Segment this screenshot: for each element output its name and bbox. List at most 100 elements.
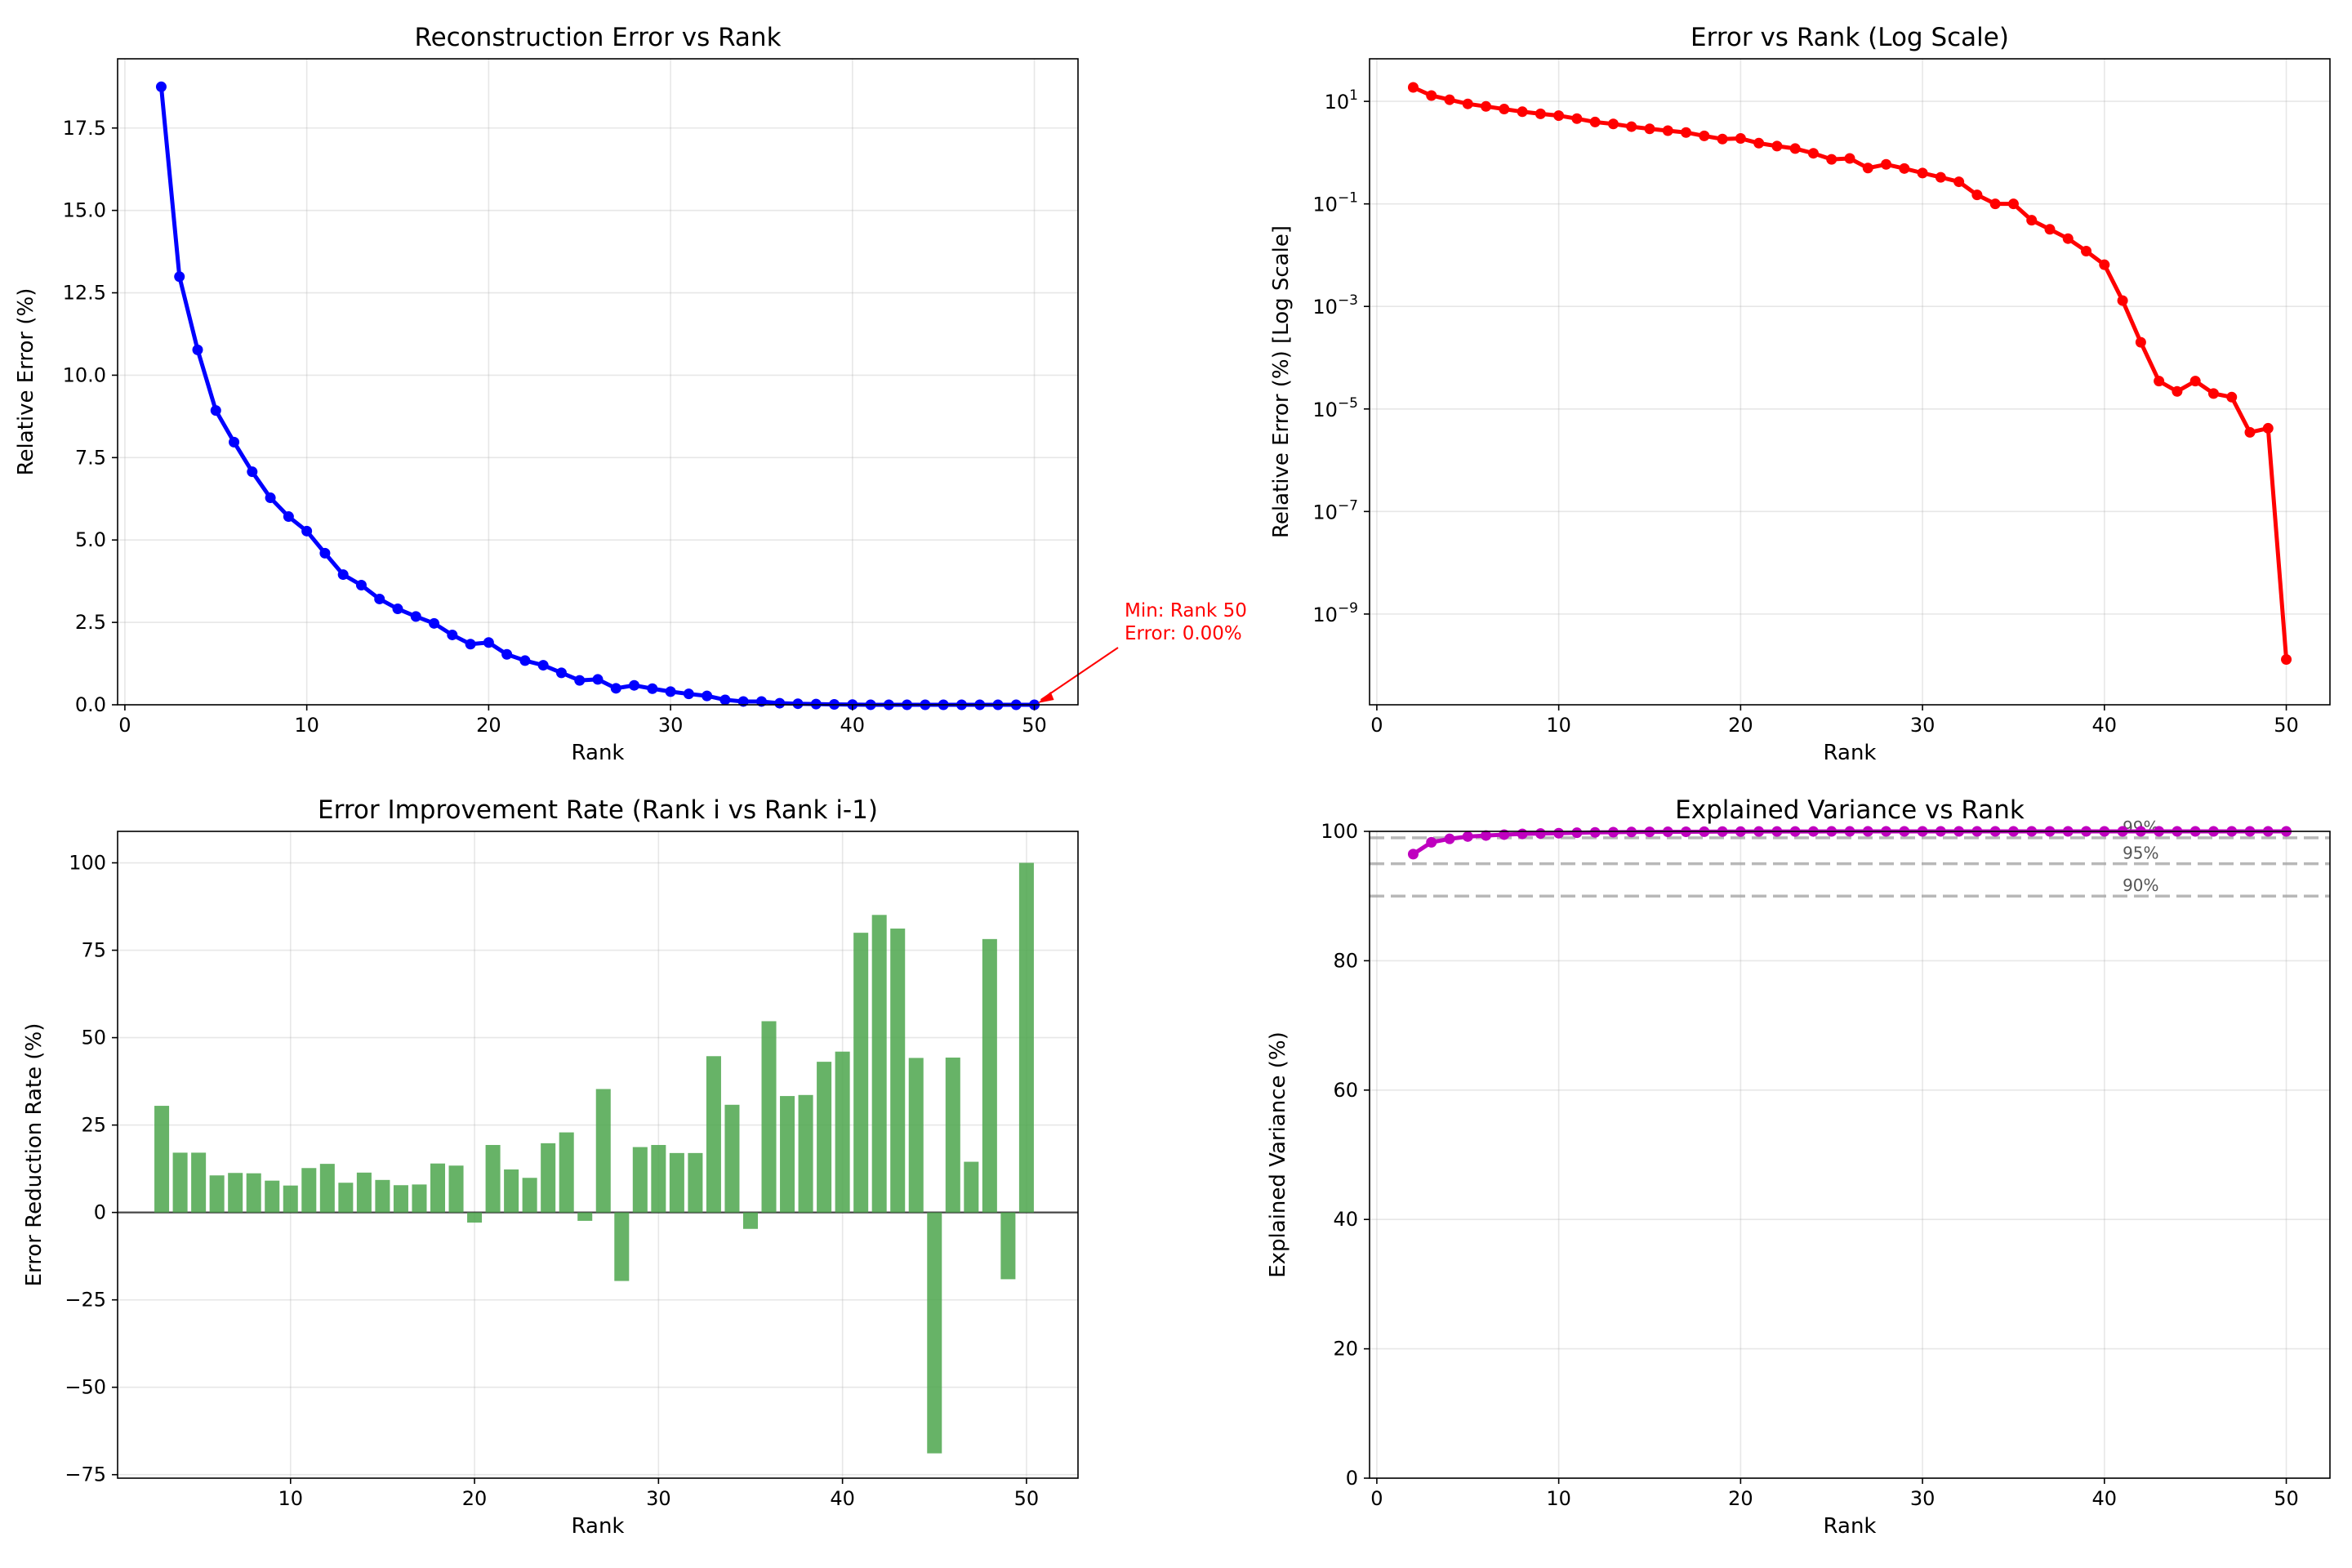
x-tick-label: 30 — [1910, 1487, 1936, 1510]
y-axis-label: Relative Error (%) — [14, 288, 38, 476]
data-point-rank-11 — [1571, 827, 1583, 839]
data-point-rank-37 — [2044, 224, 2056, 235]
x-tick-label: 40 — [840, 714, 866, 737]
data-point-rank-14 — [1626, 121, 1637, 132]
data-point-rank-47 — [2226, 391, 2238, 403]
y-tick-label: 80 — [1333, 949, 1358, 972]
y-tick-label: 2.5 — [75, 611, 106, 634]
data-point-rank-5 — [1462, 831, 1473, 842]
bar-rank-18 — [430, 1163, 446, 1213]
data-point-rank-22 — [1771, 140, 1783, 152]
data-point-rank-15 — [392, 604, 403, 615]
data-point-rank-16 — [410, 611, 421, 622]
bar-rank-34 — [724, 1104, 740, 1213]
y-axis-label: Error Reduction Rate (%) — [22, 1023, 47, 1287]
data-point-rank-7 — [247, 466, 258, 478]
data-point-rank-29 — [647, 683, 658, 694]
data-point-rank-32 — [1953, 176, 1965, 188]
y-tick-exponent: −1 — [1338, 190, 1358, 207]
x-tick-label: 20 — [462, 1487, 488, 1510]
data-point-rank-42 — [2135, 336, 2146, 348]
bar-rank-6 — [209, 1175, 225, 1213]
bar-rank-39 — [817, 1062, 832, 1213]
bar-rank-9 — [265, 1180, 280, 1213]
data-point-rank-36 — [2026, 215, 2038, 226]
chart-title: Error Improvement Rate (Rank i vs Rank i… — [318, 795, 878, 825]
data-point-rank-4 — [1444, 833, 1455, 844]
bar-rank-22 — [504, 1169, 519, 1213]
data-point-rank-36 — [774, 697, 786, 709]
data-point-rank-12 — [1589, 826, 1601, 838]
x-tick-label: 20 — [1728, 1487, 1753, 1510]
y-tick-exponent: −9 — [1338, 600, 1358, 617]
data-point-rank-25 — [1826, 154, 1838, 165]
chart-panel-2: 0 10 20 30 40 5010110−110−310−510−710−9Error … — [1269, 23, 2331, 765]
y-tick-base: 10 — [1325, 91, 1350, 114]
y-tick-label: 100 — [69, 852, 106, 875]
bar-rank-13 — [338, 1183, 354, 1213]
data-point-rank-10 — [1553, 827, 1565, 839]
bar-rank-23 — [522, 1178, 537, 1213]
data-point-rank-18 — [447, 629, 458, 640]
data-point-rank-27 — [1862, 163, 1873, 174]
bar-rank-25 — [559, 1132, 574, 1213]
x-tick-label: 10 — [278, 1487, 303, 1510]
data-point-rank-45 — [2189, 376, 2201, 387]
data-point-rank-33 — [719, 694, 731, 706]
annotation-text-line-2: Error: 0.00% — [1125, 623, 1242, 644]
data-point-rank-24 — [1807, 148, 1819, 159]
x-tick-label: 50 — [2274, 1487, 2299, 1510]
y-axis-label: Relative Error (%) [Log Scale] — [1269, 225, 1294, 538]
data-point-rank-30 — [665, 686, 676, 697]
data-point-rank-20 — [1735, 133, 1746, 145]
data-point-rank-6 — [1481, 100, 1492, 112]
data-point-rank-3 — [174, 271, 185, 283]
y-tick-label: 0 — [1346, 1467, 1358, 1490]
x-tick-label: 20 — [1728, 714, 1753, 737]
data-point-rank-3 — [1426, 90, 1437, 101]
data-point-rank-33 — [1971, 189, 1983, 201]
data-point-rank-41 — [2117, 295, 2128, 306]
data-point-rank-2 — [1407, 849, 1419, 860]
y-tick-base: 10 — [1312, 604, 1338, 626]
data-point-rank-21 — [1753, 137, 1765, 149]
data-point-rank-9 — [1535, 828, 1546, 840]
data-point-rank-30 — [1917, 167, 1928, 179]
x-tick-label: 50 — [1022, 714, 1047, 737]
y-tick-label: 60 — [1333, 1079, 1358, 1102]
y-tick-exponent: −3 — [1338, 292, 1358, 309]
data-point-rank-22 — [519, 655, 531, 666]
bar-rank-28 — [614, 1212, 630, 1281]
y-tick-label: 17.5 — [63, 117, 106, 140]
data-point-rank-44 — [2172, 385, 2183, 397]
data-point-rank-2 — [155, 81, 167, 92]
data-point-rank-21 — [501, 648, 513, 660]
bar-rank-45 — [927, 1212, 942, 1454]
y-tick-label: 20 — [1333, 1338, 1358, 1361]
data-point-rank-32 — [702, 690, 713, 702]
y-tick-label: 10−5 — [1312, 395, 1358, 421]
data-point-rank-16 — [1662, 125, 1673, 136]
y-tick-label: 10−3 — [1312, 292, 1358, 318]
y-tick-base: 10 — [1312, 296, 1338, 318]
bar-rank-29 — [632, 1147, 648, 1213]
bar-rank-11 — [301, 1168, 317, 1213]
data-point-rank-40 — [2099, 259, 2110, 270]
data-point-rank-8 — [1517, 828, 1528, 840]
y-tick-label: 0 — [94, 1201, 106, 1224]
series-line — [158, 87, 1035, 707]
x-tick-label: 30 — [1910, 714, 1936, 737]
bar-rank-44 — [908, 1058, 924, 1213]
y-tick-label: 101 — [1325, 87, 1358, 114]
data-point-rank-25 — [574, 675, 586, 686]
series-line — [1412, 85, 2289, 660]
data-point-rank-8 — [265, 492, 276, 504]
y-tick-label: 7.5 — [75, 446, 106, 469]
data-point-rank-18 — [1699, 130, 1710, 141]
data-point-rank-10 — [1553, 110, 1565, 122]
x-axis-label: Rank — [572, 741, 625, 765]
chart-panel-4: 99%95%90%01020304050020406080100Explaine… — [1266, 795, 2331, 1539]
bar-rank-10 — [283, 1185, 298, 1213]
